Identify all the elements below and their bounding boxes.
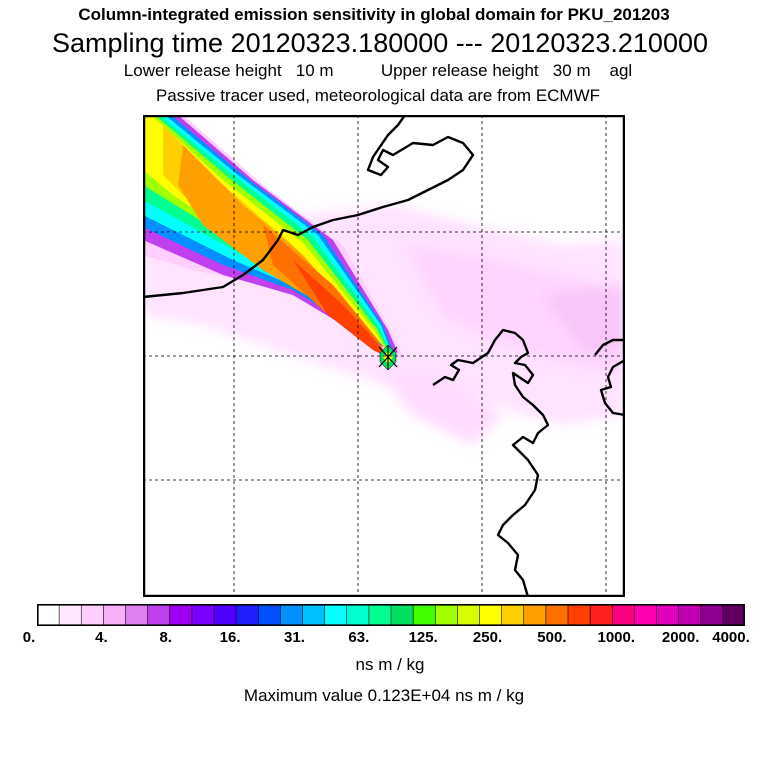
color-bar-tick-label: 500. (537, 629, 567, 646)
color-bar-segment (656, 604, 680, 626)
color-bar-tick-label: 16. (219, 629, 241, 646)
color-bar-segment (457, 604, 481, 626)
color-bar-segment (545, 604, 569, 626)
color-bar-tick-label: 31. (284, 629, 305, 646)
color-bar-segment (302, 604, 326, 626)
color-bar-segment (346, 604, 370, 626)
tracer-info: Passive tracer used, meteorological data… (155, 86, 601, 105)
color-bar-tick-label: 1000. (597, 629, 636, 646)
color-bar-segment (722, 604, 745, 626)
color-bar-segment (125, 604, 149, 626)
color-bar-tick-label: 4000. (712, 629, 750, 646)
color-bar-segment (634, 604, 658, 626)
color-bar-tick-label: 63. (348, 629, 370, 646)
plume (143, 115, 405, 360)
color-bar-segment (479, 604, 503, 626)
color-bar-segment (390, 604, 414, 626)
color-bar-segment (501, 604, 525, 626)
max-value: Maximum value 0.123E+04 ns m / kg (243, 686, 525, 705)
color-bar-segment (280, 604, 304, 626)
color-bar-tick-label: 4. (95, 629, 108, 646)
color-bar-segment (169, 604, 193, 626)
color-bar-tick-label: 250. (472, 629, 503, 646)
color-bar-segment (80, 604, 105, 626)
color-bar-segment (324, 604, 348, 626)
color-bar-segment (103, 604, 127, 626)
color-bar (37, 604, 745, 626)
unit-label: ns m / kg (355, 655, 425, 674)
sampling-time: Sampling time 20120323.180000 --- 201203… (51, 28, 708, 58)
coastlines (143, 115, 625, 597)
color-bar-tick-label: 125. (408, 629, 438, 646)
color-bar-segment (611, 604, 636, 626)
color-bar-segment (257, 604, 282, 626)
map-panel (143, 115, 625, 597)
color-bar-segment (58, 604, 83, 626)
map-frame (143, 115, 625, 597)
color-bar-frame (37, 604, 745, 626)
release-height: Lower release height 10 m Upper release … (123, 61, 633, 80)
color-bar-tick-label: 0. (22, 629, 36, 646)
color-bar-segment (368, 604, 392, 626)
color-bar-segment (235, 604, 260, 626)
release-site-marker (378, 344, 398, 371)
color-bar-segment (434, 604, 459, 626)
color-bar-segment (678, 604, 702, 626)
color-bar-segment (589, 604, 614, 626)
color-bar-segment (147, 604, 171, 626)
color-bar-segment (700, 604, 724, 626)
color-bar-segment (412, 604, 437, 626)
color-bar-segment (567, 604, 591, 626)
color-bar-tick-label: 8. (159, 629, 172, 646)
color-bar-segment (191, 604, 215, 626)
map-title: Column-integrated emission sensitivity i… (78, 5, 670, 24)
color-bar-tick-label: 2000. (661, 629, 700, 646)
color-bar-segment (213, 604, 237, 626)
color-bar-segment (523, 604, 547, 626)
color-bar-segment (37, 604, 60, 626)
